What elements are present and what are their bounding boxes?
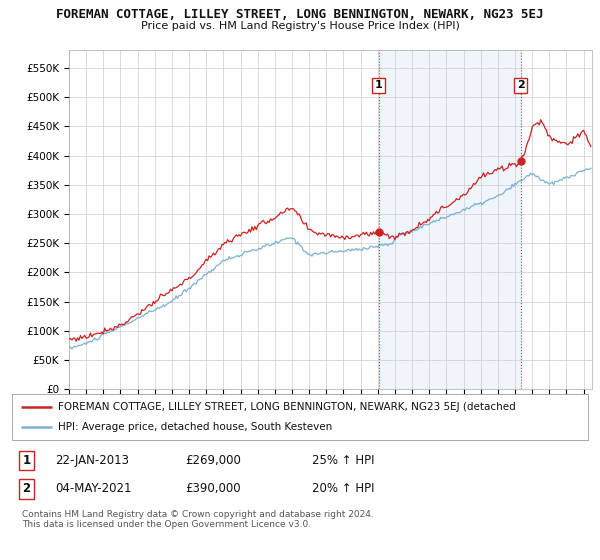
Text: 1: 1 xyxy=(375,81,383,91)
Text: £390,000: £390,000 xyxy=(185,483,241,496)
Text: FOREMAN COTTAGE, LILLEY STREET, LONG BENNINGTON, NEWARK, NG23 5EJ: FOREMAN COTTAGE, LILLEY STREET, LONG BEN… xyxy=(56,8,544,21)
Text: 1: 1 xyxy=(22,454,31,467)
Text: £269,000: £269,000 xyxy=(185,454,241,467)
Text: 2: 2 xyxy=(517,81,525,91)
Text: 2: 2 xyxy=(22,483,31,496)
Text: This data is licensed under the Open Government Licence v3.0.: This data is licensed under the Open Gov… xyxy=(22,520,311,529)
Text: 04-MAY-2021: 04-MAY-2021 xyxy=(55,483,132,496)
Text: 22-JAN-2013: 22-JAN-2013 xyxy=(55,454,129,467)
Text: 25% ↑ HPI: 25% ↑ HPI xyxy=(311,454,374,467)
Text: Price paid vs. HM Land Registry's House Price Index (HPI): Price paid vs. HM Land Registry's House … xyxy=(140,21,460,31)
Text: 20% ↑ HPI: 20% ↑ HPI xyxy=(311,483,374,496)
Bar xyxy=(379,50,521,389)
Text: FOREMAN COTTAGE, LILLEY STREET, LONG BENNINGTON, NEWARK, NG23 5EJ (detached: FOREMAN COTTAGE, LILLEY STREET, LONG BEN… xyxy=(58,402,516,412)
Text: HPI: Average price, detached house, South Kesteven: HPI: Average price, detached house, Sout… xyxy=(58,422,332,432)
Text: Contains HM Land Registry data © Crown copyright and database right 2024.: Contains HM Land Registry data © Crown c… xyxy=(22,510,374,519)
